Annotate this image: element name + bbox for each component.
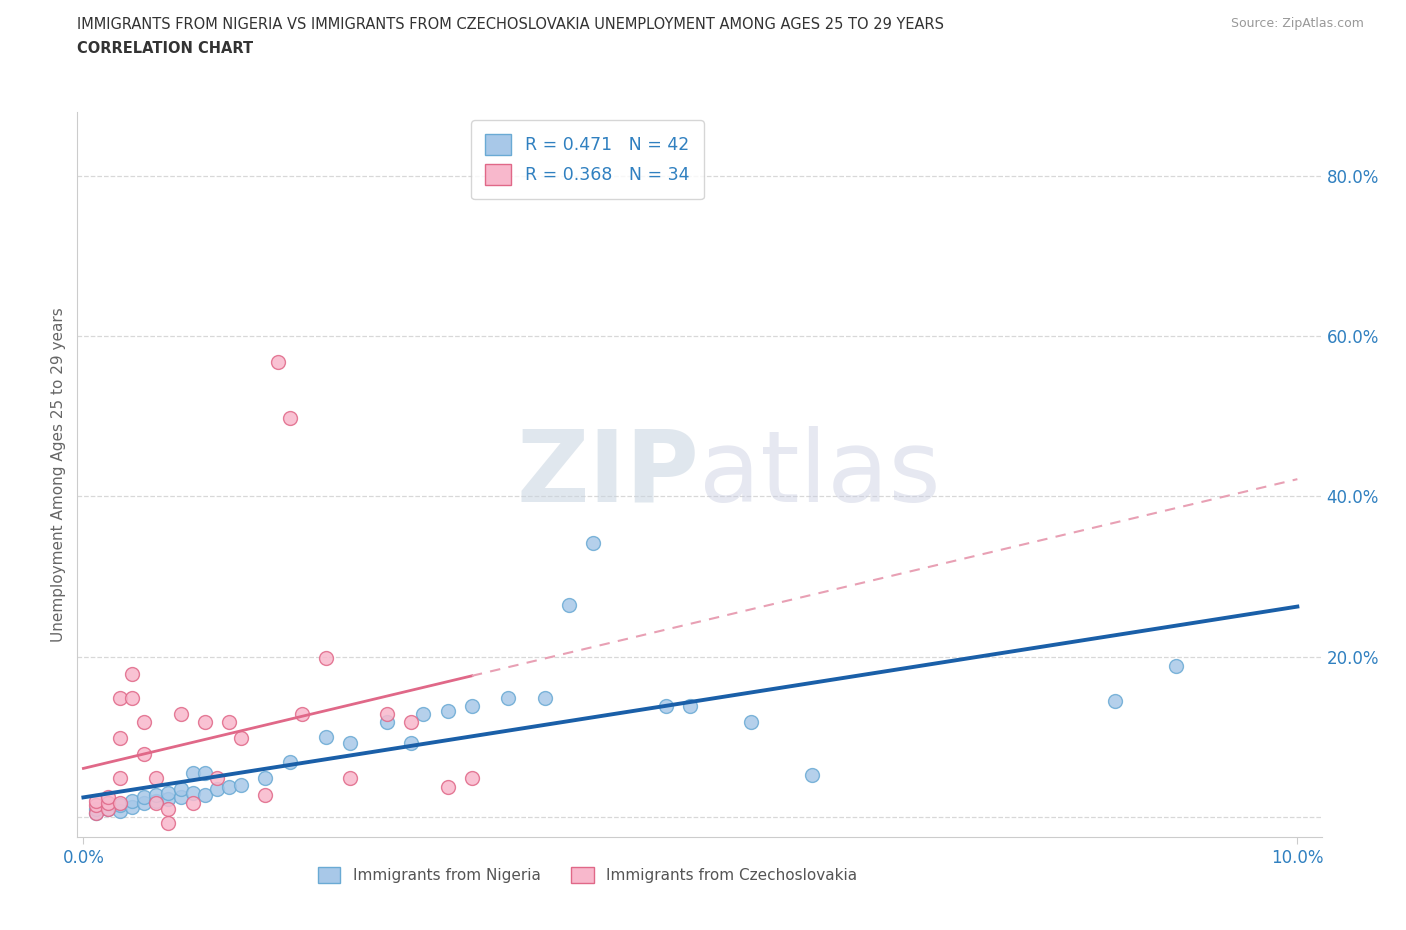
- Point: [254, 771, 277, 786]
- Point: [97, 802, 120, 817]
- Point: [121, 800, 143, 815]
- Point: [278, 410, 301, 425]
- Point: [121, 667, 143, 682]
- Point: [169, 790, 191, 804]
- Point: [205, 771, 228, 786]
- Point: [108, 731, 131, 746]
- Point: [291, 707, 314, 722]
- Point: [84, 802, 107, 817]
- Point: [1104, 693, 1126, 708]
- Point: [375, 707, 398, 722]
- Point: [84, 805, 107, 820]
- Point: [194, 765, 217, 780]
- Point: [132, 715, 155, 730]
- Point: [231, 731, 253, 746]
- Point: [315, 729, 337, 744]
- Point: [205, 781, 228, 796]
- Point: [461, 771, 484, 786]
- Point: [84, 798, 107, 813]
- Y-axis label: Unemployment Among Ages 25 to 29 years: Unemployment Among Ages 25 to 29 years: [51, 307, 66, 642]
- Point: [498, 691, 520, 706]
- Point: [800, 768, 823, 783]
- Point: [218, 779, 240, 794]
- Point: [558, 597, 581, 612]
- Point: [181, 786, 204, 801]
- Point: [157, 786, 180, 801]
- Point: [108, 691, 131, 706]
- Point: [1164, 658, 1187, 673]
- Point: [108, 798, 131, 813]
- Legend: Immigrants from Nigeria, Immigrants from Czechoslovakia: Immigrants from Nigeria, Immigrants from…: [309, 859, 865, 891]
- Point: [266, 354, 288, 369]
- Point: [97, 795, 120, 810]
- Point: [582, 536, 605, 551]
- Point: [97, 802, 120, 817]
- Point: [655, 699, 678, 714]
- Point: [375, 715, 398, 730]
- Point: [194, 715, 217, 730]
- Point: [108, 795, 131, 810]
- Point: [412, 707, 434, 722]
- Point: [533, 691, 555, 706]
- Text: IMMIGRANTS FROM NIGERIA VS IMMIGRANTS FROM CZECHOSLOVAKIA UNEMPLOYMENT AMONG AGE: IMMIGRANTS FROM NIGERIA VS IMMIGRANTS FR…: [77, 17, 945, 32]
- Point: [157, 802, 180, 817]
- Point: [108, 771, 131, 786]
- Point: [399, 736, 422, 751]
- Point: [169, 707, 191, 722]
- Point: [194, 787, 217, 802]
- Point: [181, 765, 204, 780]
- Point: [399, 715, 422, 730]
- Point: [315, 651, 337, 666]
- Point: [108, 804, 131, 818]
- Point: [84, 805, 107, 820]
- Point: [169, 781, 191, 796]
- Point: [436, 779, 458, 794]
- Point: [97, 790, 120, 804]
- Point: [339, 771, 361, 786]
- Point: [679, 699, 702, 714]
- Point: [132, 790, 155, 804]
- Point: [84, 793, 107, 808]
- Point: [740, 715, 762, 730]
- Point: [97, 795, 120, 810]
- Point: [145, 787, 167, 802]
- Point: [121, 793, 143, 808]
- Point: [231, 777, 253, 792]
- Point: [157, 791, 180, 806]
- Point: [157, 816, 180, 830]
- Point: [436, 704, 458, 719]
- Text: atlas: atlas: [700, 426, 941, 523]
- Point: [218, 715, 240, 730]
- Point: [145, 795, 167, 810]
- Point: [181, 795, 204, 810]
- Point: [121, 691, 143, 706]
- Point: [132, 747, 155, 762]
- Text: ZIP: ZIP: [516, 426, 700, 523]
- Point: [339, 736, 361, 751]
- Point: [278, 755, 301, 770]
- Point: [132, 795, 155, 810]
- Point: [145, 771, 167, 786]
- Point: [254, 787, 277, 802]
- Text: CORRELATION CHART: CORRELATION CHART: [77, 41, 253, 56]
- Point: [145, 793, 167, 808]
- Text: Source: ZipAtlas.com: Source: ZipAtlas.com: [1230, 17, 1364, 30]
- Point: [461, 699, 484, 714]
